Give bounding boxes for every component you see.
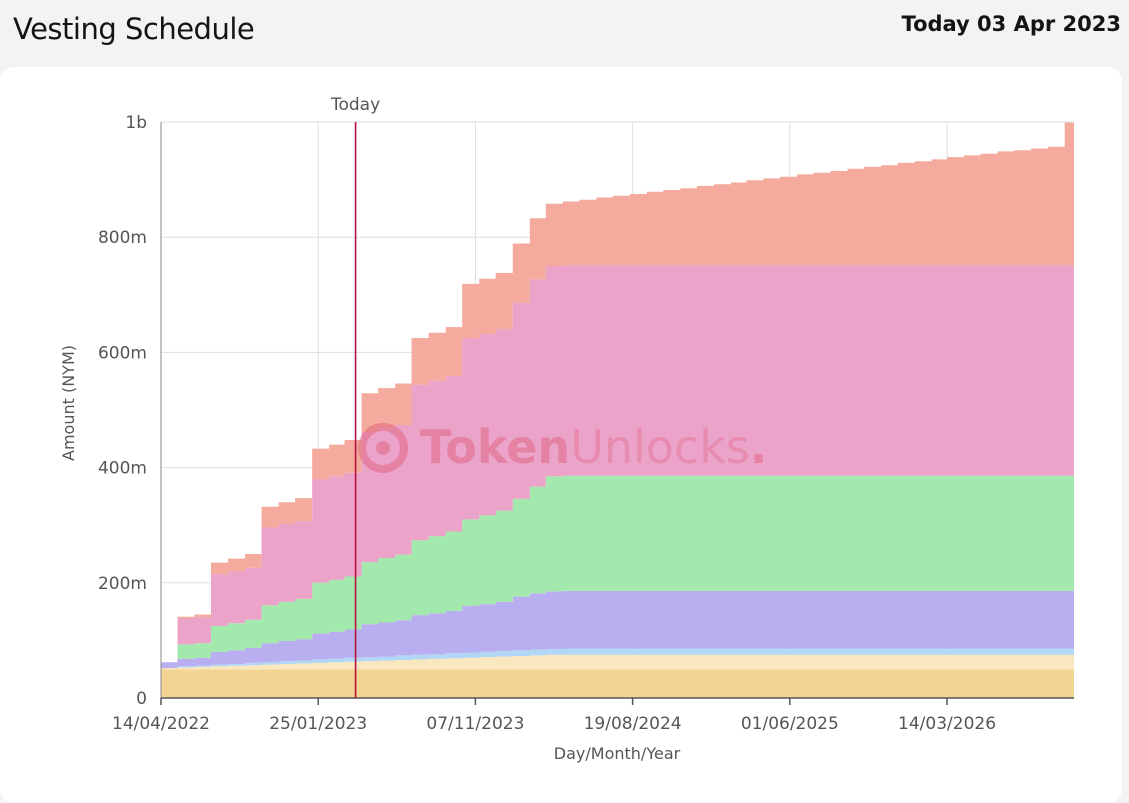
watermark-logo-dot: [376, 441, 390, 455]
watermark-text-bold: Token: [420, 420, 570, 474]
y-axis-title: Amount (NYM): [59, 345, 78, 461]
x-tick-label: 25/01/2023: [269, 714, 367, 734]
area-series-2[interactable]: [161, 654, 1074, 670]
x-tick-label: 14/04/2022: [112, 714, 210, 734]
watermark-dot: .: [750, 420, 767, 474]
area-series-4[interactable]: [161, 590, 1074, 668]
vesting-chart[interactable]: TokenUnlocks. 0 200m 400m 600m 800m 1b 14/04/2…: [0, 67, 1122, 803]
y-tick-label: 800m: [98, 228, 147, 248]
x-tick-label: 01/06/2025: [741, 714, 839, 734]
x-tick-label: 19/08/2024: [584, 714, 682, 734]
x-tick-label: 14/03/2026: [898, 714, 996, 734]
today-date-label: Today 03 Apr 2023: [901, 12, 1121, 36]
area-series-3[interactable]: [161, 648, 1074, 669]
y-tick-label: 200m: [98, 574, 147, 594]
y-tick-label: 600m: [98, 343, 147, 363]
area-series-6[interactable]: [161, 265, 1074, 663]
today-marker-label: Today: [330, 95, 380, 115]
x-tick-label: 07/11/2023: [426, 714, 524, 734]
watermark-logo-icon: [358, 423, 408, 473]
y-tick-label: 400m: [98, 459, 147, 479]
chart-card: TokenUnlocks. 0 200m 400m 600m 800m 1b 14/04/2…: [0, 67, 1122, 803]
area-series-1[interactable]: [161, 669, 1074, 698]
y-tick-label: 0: [136, 689, 147, 709]
x-axis-title: Day/Month/Year: [554, 744, 681, 763]
svg-text:TokenUnlocks.: TokenUnlocks.: [420, 420, 767, 474]
area-series-7[interactable]: [161, 122, 1074, 663]
page-title: Vesting Schedule: [13, 12, 255, 46]
watermark-text-light: Unlocks: [570, 420, 750, 474]
y-tick-label: 1b: [125, 113, 147, 133]
area-series-5[interactable]: [161, 475, 1074, 663]
